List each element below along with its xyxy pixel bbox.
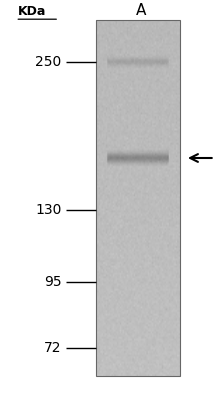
Text: 72: 72 (44, 341, 61, 355)
Text: 130: 130 (35, 203, 61, 217)
Text: KDa: KDa (18, 5, 46, 18)
Text: 95: 95 (44, 275, 61, 289)
Text: A: A (136, 3, 147, 18)
Text: 250: 250 (35, 55, 61, 69)
